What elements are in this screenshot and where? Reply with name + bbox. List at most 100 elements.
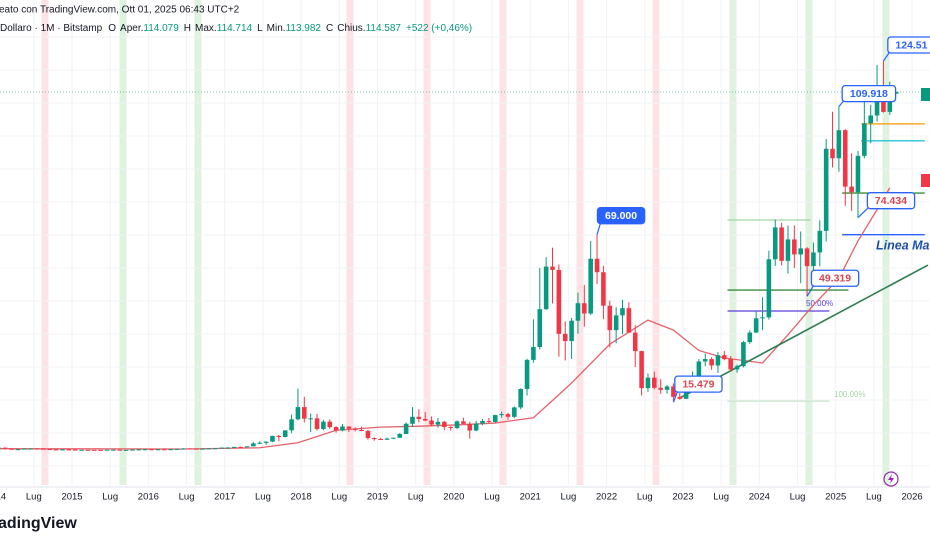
session-stripes — [41, 0, 890, 485]
candle-body — [321, 421, 326, 429]
candle-body — [136, 449, 142, 451]
x-tick-label: Lug — [484, 492, 500, 503]
symbol: Dollaro · 1M · Bitstamp — [0, 23, 103, 34]
header-text: eato con TradingView.com, Ott 01, 2025 0… — [0, 5, 240, 16]
candle-body — [760, 317, 765, 319]
candle-body — [104, 449, 110, 451]
candle-body — [492, 415, 498, 422]
callout-label: 124.51 — [895, 39, 927, 51]
candle-body — [448, 426, 453, 429]
stripe — [652, 0, 660, 485]
ohlc-value: 114.714 — [217, 23, 253, 34]
ohlc-name: Max. — [195, 23, 217, 34]
candle-body — [263, 441, 269, 443]
candle-body — [225, 447, 231, 449]
candle-body — [391, 437, 396, 439]
candle-body — [652, 377, 657, 388]
candle-body — [811, 252, 816, 267]
candle-body — [772, 227, 778, 260]
candle-body — [289, 419, 294, 431]
candle-body — [696, 361, 702, 379]
callout-box — [596, 207, 646, 225]
candle-body — [257, 442, 263, 444]
candle-body — [607, 305, 613, 331]
candle-body — [410, 416, 415, 424]
note-text: Linea Ma — [876, 238, 930, 252]
callout-label: 74.434 — [875, 195, 907, 207]
candle-body — [314, 418, 320, 429]
candle-body — [556, 269, 562, 334]
x-tick-label: Lug — [408, 492, 424, 503]
stripe — [119, 0, 127, 485]
candle-body — [722, 355, 727, 360]
x-tick-label: 2014 — [0, 492, 6, 503]
x-tick-label: 2021 — [520, 492, 541, 503]
price-label-edge — [921, 88, 930, 101]
candle-body — [352, 428, 358, 430]
candle-body — [473, 423, 479, 431]
x-axis: 2014 Lug 2015 Lug 2016 Lug 2017 Lug 2018 Lug 2019 L… — [0, 492, 923, 503]
candle-body — [467, 423, 473, 431]
candle-body — [187, 448, 193, 450]
candle-body — [60, 449, 65, 451]
candle-body — [702, 359, 708, 362]
candle-body — [79, 449, 84, 451]
stripe — [423, 0, 431, 485]
candle-body — [28, 448, 33, 450]
candle-body — [741, 342, 746, 367]
candle-body — [715, 355, 721, 366]
candle-body — [276, 435, 282, 438]
event-icon[interactable] — [883, 471, 899, 487]
fib-label: 50.00% — [806, 299, 833, 308]
candle-body — [836, 130, 842, 159]
candle-body — [66, 449, 72, 451]
ohlc-value: 113.982 — [286, 23, 322, 34]
annotations: Linea Ma 69.000 124.51 109.918 74.434 49.319 1… — [596, 36, 930, 403]
candle-body — [168, 449, 173, 451]
x-tick-label: Lug — [331, 492, 347, 503]
callout-label: 109.918 — [850, 88, 888, 100]
x-tick-label: 2017 — [214, 492, 235, 503]
x-tick-label: 2022 — [596, 492, 617, 503]
candle-body — [677, 396, 683, 399]
candle-body — [518, 388, 523, 408]
candle-body — [480, 421, 485, 424]
x-tick-label: 2024 — [749, 492, 770, 503]
candle-body — [887, 93, 893, 112]
candle-body — [429, 420, 434, 425]
candle-body — [232, 446, 237, 448]
candle-body — [486, 421, 492, 423]
candle-body — [734, 366, 740, 370]
trend-line — [679, 264, 929, 399]
candle-body — [219, 447, 224, 449]
stripe — [805, 0, 813, 485]
stripe — [729, 0, 737, 485]
candle-body — [47, 449, 53, 451]
x-tick-label: 2025 — [825, 492, 846, 503]
candle-body — [785, 239, 791, 261]
stripe — [346, 0, 354, 485]
ohlc-name: Chius. — [337, 23, 365, 34]
candle-body — [645, 377, 651, 389]
candle-body — [454, 421, 460, 429]
candle-body — [181, 448, 186, 450]
candle-body — [270, 435, 275, 442]
candle-body — [626, 308, 632, 333]
candle-body — [671, 386, 676, 397]
price-label-edge — [921, 174, 930, 187]
stripe — [499, 0, 507, 485]
ohlc-value: 114.079 — [143, 23, 179, 34]
candle-body — [499, 414, 504, 416]
candle-body — [327, 421, 333, 428]
stripe — [194, 0, 202, 485]
candle-body — [842, 130, 848, 187]
candle-body — [41, 448, 46, 450]
candle-body — [779, 227, 784, 261]
candle-body — [632, 332, 638, 352]
candle-body — [340, 426, 345, 431]
grid — [0, 0, 930, 485]
candle-body — [206, 448, 212, 450]
ohlc-key: O — [108, 23, 116, 34]
